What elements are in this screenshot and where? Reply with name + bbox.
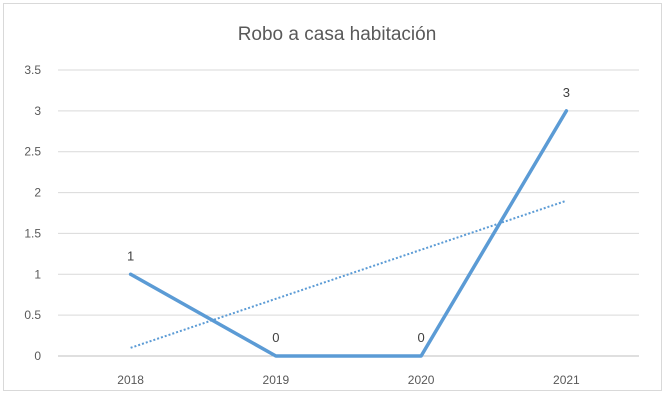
- y-tick-label: 3.5: [24, 63, 41, 77]
- data-label: 3: [563, 85, 570, 100]
- y-tick-label: 3: [34, 104, 41, 118]
- chart-title: Robo a casa habitación: [238, 24, 437, 45]
- series-group: [128, 109, 569, 358]
- series-line: [128, 109, 569, 358]
- y-tick-label: 1.5: [24, 226, 41, 240]
- x-axis-labels: 2018 2019 2020 2021: [117, 373, 580, 387]
- x-tick-label: 2021: [553, 373, 580, 387]
- data-label: 1: [127, 248, 134, 263]
- y-tick-label: 0: [34, 349, 41, 363]
- data-labels: 1 0 0 3: [127, 85, 570, 358]
- y-tick-label: 0.5: [24, 308, 41, 322]
- data-label: 0: [272, 330, 279, 345]
- y-tick-label: 2.5: [24, 145, 41, 159]
- gridlines: [58, 69, 639, 357]
- x-tick-label: 2019: [263, 373, 290, 387]
- y-axis-labels: 0 0.5 1 1.5 2 2.5 3 3.5: [24, 63, 41, 363]
- data-point: [564, 109, 568, 113]
- data-point: [419, 354, 423, 358]
- chart-frame: [3, 3, 662, 391]
- data-point: [129, 272, 133, 276]
- trendline: [130, 199, 567, 349]
- data-point: [274, 354, 278, 358]
- y-tick-label: 2: [34, 186, 41, 200]
- trendline-group: [130, 199, 567, 349]
- x-tick-label: 2020: [408, 373, 435, 387]
- y-tick-label: 1: [34, 267, 41, 281]
- data-label: 0: [418, 330, 425, 345]
- x-tick-label: 2018: [117, 373, 144, 387]
